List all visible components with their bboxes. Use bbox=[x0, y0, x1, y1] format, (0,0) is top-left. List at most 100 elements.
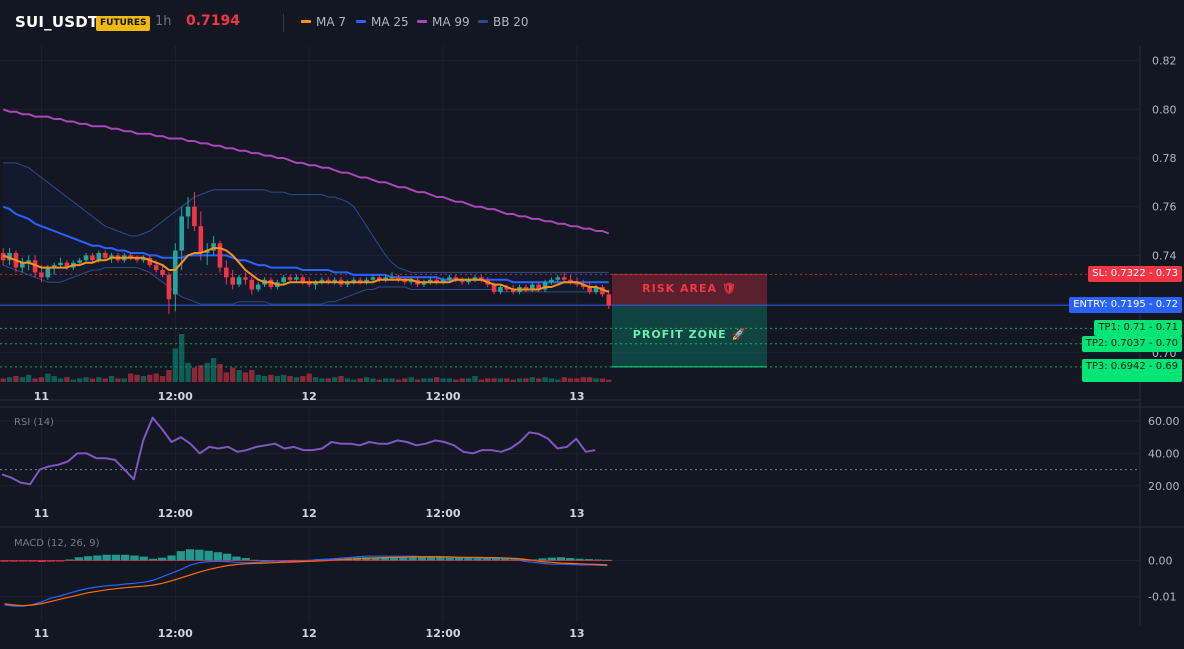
candle-body bbox=[294, 277, 299, 280]
volume-bar bbox=[312, 377, 319, 382]
volume-bar bbox=[115, 378, 121, 382]
volume-bar bbox=[185, 362, 191, 382]
level-tag-tp3: TP3: 0.6942 - 0.69 bbox=[1081, 358, 1182, 382]
volume-bar bbox=[497, 378, 504, 382]
macd-histogram-bar bbox=[167, 555, 176, 561]
time-tick-label: 12:00 bbox=[158, 507, 193, 520]
candle-body bbox=[134, 257, 140, 261]
volume-bar bbox=[344, 378, 351, 382]
volume-bar bbox=[128, 373, 134, 382]
ma99-line bbox=[2, 108, 610, 235]
rsi-tick-label: 40.00 bbox=[1148, 447, 1180, 460]
candle-body bbox=[377, 277, 382, 280]
zone-label-text: RISK AREA bbox=[642, 281, 718, 295]
legend-ma7[interactable]: MA 7 bbox=[301, 15, 346, 29]
time-tick-label: 12:00 bbox=[426, 507, 461, 520]
volume-bar bbox=[351, 379, 357, 382]
candle-body bbox=[561, 277, 567, 280]
legend-label: MA 25 bbox=[371, 15, 409, 29]
macd-histogram-bar bbox=[399, 556, 408, 561]
volume-bar bbox=[38, 377, 45, 382]
volume-bar bbox=[599, 378, 606, 382]
rsi-tick-label: 60.00 bbox=[1148, 415, 1180, 428]
candle-body bbox=[287, 277, 293, 280]
volume-bar bbox=[319, 378, 325, 382]
macd-histogram-bar bbox=[102, 554, 111, 561]
candle-body bbox=[370, 277, 376, 280]
macd-histogram-bar bbox=[575, 558, 584, 561]
macd-histogram-bar bbox=[556, 557, 566, 561]
candle-body bbox=[166, 274, 172, 300]
last-price: 0.7194 bbox=[186, 13, 241, 29]
time-tick-label: 12:00 bbox=[158, 390, 193, 403]
candle-body bbox=[581, 284, 586, 288]
price-tick-label: 0.78 bbox=[1152, 152, 1177, 165]
interval-label[interactable]: 1h bbox=[155, 14, 172, 29]
signal-line bbox=[4, 556, 608, 607]
candle-body bbox=[26, 260, 31, 263]
time-tick-label: 12:00 bbox=[426, 390, 461, 403]
volume-bar bbox=[268, 374, 274, 382]
volume-bar bbox=[516, 378, 523, 382]
chart-header: SUI_USDT FUTURES 1h 0.7194 MA 7 MA 25 MA… bbox=[0, 0, 1184, 46]
price-tick-label: 0.80 bbox=[1152, 103, 1177, 116]
candle-body bbox=[192, 206, 197, 227]
legend-label: MA 99 bbox=[432, 15, 470, 29]
ma7-line bbox=[2, 247, 610, 293]
volume-bar bbox=[325, 378, 331, 382]
candle-body bbox=[600, 287, 605, 295]
macd-histogram-bar bbox=[380, 556, 389, 561]
legend-ma99[interactable]: MA 99 bbox=[417, 15, 470, 29]
legend-bb20[interactable]: BB 20 bbox=[478, 15, 529, 29]
macd-histogram-bar bbox=[510, 559, 519, 561]
macd-histogram-bar bbox=[148, 558, 158, 561]
volume-bar bbox=[140, 376, 147, 382]
macd-histogram-bar bbox=[593, 559, 603, 561]
volume-bar bbox=[567, 378, 574, 382]
candle-body bbox=[179, 216, 184, 251]
candle-body bbox=[555, 277, 561, 280]
volume-bar bbox=[300, 376, 306, 382]
macd-histogram-bar bbox=[158, 557, 167, 561]
volume-bar bbox=[179, 334, 185, 382]
macd-histogram-bar bbox=[232, 556, 241, 561]
macd-histogram-bar bbox=[93, 555, 102, 561]
ma25-line bbox=[2, 205, 609, 284]
volume-bar bbox=[57, 378, 64, 382]
time-tick-label: 12 bbox=[302, 627, 317, 640]
volume-bar bbox=[64, 377, 70, 382]
macd-histogram-bar bbox=[584, 559, 593, 561]
volume-bar bbox=[332, 377, 338, 382]
macd-histogram-bar bbox=[83, 556, 93, 561]
time-tick-label: 13 bbox=[569, 627, 584, 640]
candle-body bbox=[204, 250, 210, 253]
symbol-name[interactable]: SUI_USDT bbox=[15, 13, 99, 31]
candle-body bbox=[421, 282, 427, 285]
profit-zone bbox=[612, 305, 767, 367]
candle-body bbox=[389, 277, 395, 279]
volume-bar bbox=[376, 379, 382, 382]
candle-body bbox=[45, 267, 51, 278]
volume-bar bbox=[408, 377, 414, 382]
macd-histogram-bar bbox=[427, 556, 436, 561]
time-tick-label: 13 bbox=[569, 507, 584, 520]
volume-bar bbox=[230, 367, 236, 382]
candle-body bbox=[313, 282, 318, 285]
volume-bar bbox=[147, 374, 153, 382]
volume-bar bbox=[561, 377, 567, 382]
candle-body bbox=[51, 265, 57, 268]
candle-body bbox=[249, 279, 255, 290]
candle-body bbox=[0, 252, 6, 261]
macd-histogram-bar bbox=[223, 553, 232, 561]
volume-bar bbox=[510, 379, 516, 382]
level-tag-entry: ENTRY: 0.7195 - 0.72 bbox=[1069, 297, 1182, 314]
volume-bar bbox=[134, 374, 140, 382]
volume-bar bbox=[536, 378, 542, 382]
macd-histogram-bar bbox=[519, 559, 529, 561]
macd-histogram-bar bbox=[9, 560, 19, 562]
macd-histogram-bar bbox=[28, 560, 37, 562]
macd-histogram-bar bbox=[121, 554, 130, 561]
legend-ma25[interactable]: MA 25 bbox=[356, 15, 409, 29]
macd-histogram-bar bbox=[111, 554, 121, 561]
